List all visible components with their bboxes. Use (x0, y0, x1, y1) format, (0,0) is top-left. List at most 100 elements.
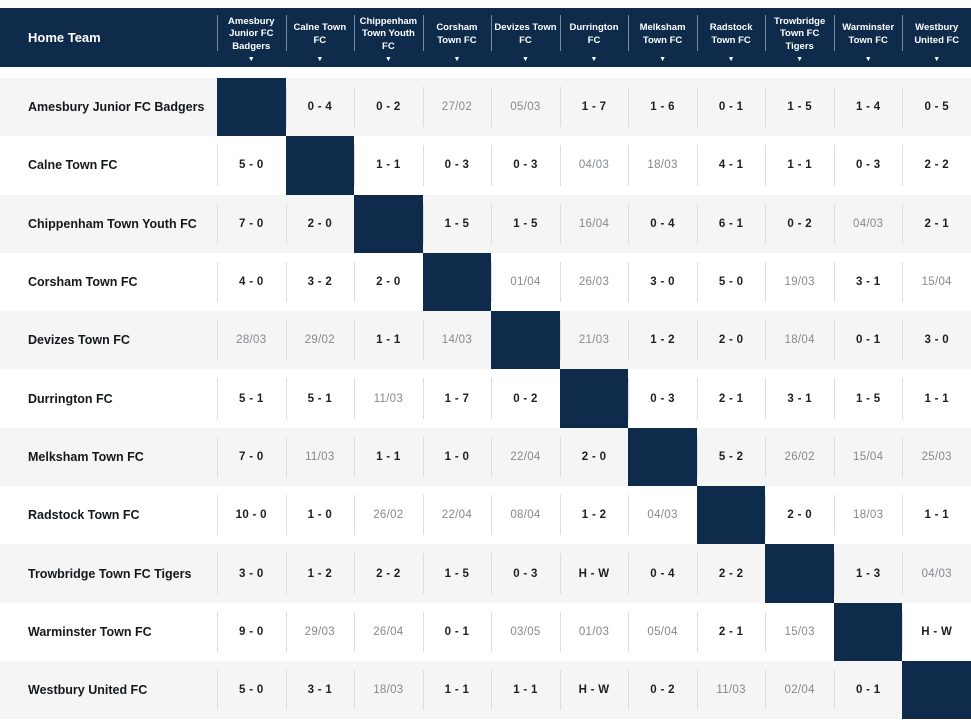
result-cell[interactable]: 5 - 0 (217, 661, 286, 719)
result-cell[interactable]: 2 - 2 (354, 544, 423, 602)
result-cell[interactable]: 0 - 1 (833, 661, 903, 719)
result-cell[interactable]: 2 - 0 (354, 253, 423, 311)
fixture-date-cell[interactable]: 26/02 (765, 428, 834, 486)
result-cell[interactable]: 1 - 1 (765, 136, 834, 194)
result-cell[interactable]: 1 - 1 (491, 661, 560, 719)
fixture-date-cell[interactable]: 15/04 (833, 428, 903, 486)
result-cell[interactable]: 1 - 1 (422, 661, 492, 719)
fixture-date-cell[interactable]: 11/03 (285, 428, 355, 486)
result-cell[interactable]: 0 - 2 (628, 661, 697, 719)
result-cell[interactable]: 1 - 5 (422, 195, 492, 253)
result-cell[interactable]: 0 - 1 (833, 311, 903, 369)
fixture-date-cell[interactable]: 16/04 (559, 195, 629, 253)
fixture-date-cell[interactable]: 11/03 (696, 661, 766, 719)
dropdown-arrow-icon[interactable]: ▼ (864, 56, 872, 63)
result-cell[interactable]: 1 - 7 (559, 78, 629, 136)
fixture-date-cell[interactable]: 03/05 (491, 603, 560, 661)
result-cell[interactable]: 2 - 0 (559, 428, 629, 486)
fixture-date-cell[interactable]: 25/03 (902, 428, 971, 486)
result-cell[interactable]: 1 - 2 (628, 311, 697, 369)
dropdown-arrow-icon[interactable]: ▼ (521, 56, 529, 63)
fixture-date-cell[interactable]: 28/03 (217, 311, 286, 369)
fixture-date-cell[interactable]: 26/03 (559, 253, 629, 311)
result-cell[interactable]: 0 - 3 (422, 136, 492, 194)
result-cell[interactable]: 3 - 0 (628, 253, 697, 311)
result-cell[interactable]: 0 - 4 (628, 195, 697, 253)
fixture-date-cell[interactable]: 05/03 (491, 78, 560, 136)
result-cell[interactable]: 0 - 1 (696, 78, 766, 136)
result-cell[interactable]: 2 - 2 (902, 136, 971, 194)
result-cell[interactable]: 1 - 5 (422, 544, 492, 602)
fixture-date-cell[interactable]: 18/03 (628, 136, 697, 194)
result-cell[interactable]: H - W (902, 603, 971, 661)
result-cell[interactable]: 4 - 1 (696, 136, 766, 194)
result-cell[interactable]: 0 - 3 (628, 369, 697, 427)
fixture-date-cell[interactable]: 05/04 (628, 603, 697, 661)
fixture-date-cell[interactable]: 18/03 (354, 661, 423, 719)
fixture-date-cell[interactable]: 11/03 (354, 369, 423, 427)
fixture-date-cell[interactable]: 26/02 (354, 486, 423, 544)
result-cell[interactable]: 0 - 1 (422, 603, 492, 661)
fixture-date-cell[interactable]: 04/03 (902, 544, 971, 602)
result-cell[interactable]: 1 - 4 (833, 78, 903, 136)
result-cell[interactable]: 7 - 0 (217, 428, 286, 486)
result-cell[interactable]: 0 - 2 (765, 195, 834, 253)
fixture-date-cell[interactable]: 29/02 (285, 311, 355, 369)
result-cell[interactable]: 2 - 1 (696, 369, 766, 427)
result-cell[interactable]: 2 - 1 (696, 603, 766, 661)
fixture-date-cell[interactable]: 29/03 (285, 603, 355, 661)
result-cell[interactable]: 5 - 1 (217, 369, 286, 427)
result-cell[interactable]: 1 - 5 (833, 369, 903, 427)
result-cell[interactable]: 2 - 2 (696, 544, 766, 602)
result-cell[interactable]: 2 - 0 (696, 311, 766, 369)
result-cell[interactable]: 1 - 1 (354, 311, 423, 369)
fixture-date-cell[interactable]: 21/03 (559, 311, 629, 369)
result-cell[interactable]: 3 - 1 (833, 253, 903, 311)
result-cell[interactable]: 9 - 0 (217, 603, 286, 661)
result-cell[interactable]: 0 - 4 (628, 544, 697, 602)
result-cell[interactable]: 5 - 0 (696, 253, 766, 311)
result-cell[interactable]: 1 - 5 (491, 195, 560, 253)
fixture-date-cell[interactable]: 08/04 (491, 486, 560, 544)
result-cell[interactable]: 3 - 2 (285, 253, 355, 311)
fixture-date-cell[interactable]: 22/04 (422, 486, 492, 544)
result-cell[interactable]: 1 - 1 (354, 136, 423, 194)
result-cell[interactable]: 1 - 1 (902, 486, 971, 544)
fixture-date-cell[interactable]: 26/04 (354, 603, 423, 661)
result-cell[interactable]: 0 - 4 (285, 78, 355, 136)
result-cell[interactable]: 0 - 2 (354, 78, 423, 136)
fixture-date-cell[interactable]: 18/04 (765, 311, 834, 369)
fixture-date-cell[interactable]: 15/04 (902, 253, 971, 311)
fixture-date-cell[interactable]: 27/02 (422, 78, 492, 136)
result-cell[interactable]: 1 - 6 (628, 78, 697, 136)
result-cell[interactable]: 0 - 5 (902, 78, 971, 136)
result-cell[interactable]: 1 - 1 (902, 369, 971, 427)
fixture-date-cell[interactable]: 15/03 (765, 603, 834, 661)
result-cell[interactable]: 1 - 3 (833, 544, 903, 602)
result-cell[interactable]: 2 - 0 (285, 195, 355, 253)
result-cell[interactable]: 1 - 2 (285, 544, 355, 602)
result-cell[interactable]: 3 - 1 (285, 661, 355, 719)
dropdown-arrow-icon[interactable]: ▼ (727, 56, 735, 63)
result-cell[interactable]: 2 - 1 (902, 195, 971, 253)
result-cell[interactable]: 1 - 7 (422, 369, 492, 427)
result-cell[interactable]: 5 - 0 (217, 136, 286, 194)
result-cell[interactable]: 0 - 3 (491, 136, 560, 194)
fixture-date-cell[interactable]: 04/03 (628, 486, 697, 544)
fixture-date-cell[interactable]: 01/03 (559, 603, 629, 661)
dropdown-arrow-icon[interactable]: ▼ (316, 56, 324, 63)
fixture-date-cell[interactable]: 04/03 (833, 195, 903, 253)
result-cell[interactable]: H - W (559, 544, 629, 602)
result-cell[interactable]: 7 - 0 (217, 195, 286, 253)
result-cell[interactable]: 1 - 0 (285, 486, 355, 544)
fixture-date-cell[interactable]: 19/03 (765, 253, 834, 311)
fixture-date-cell[interactable]: 14/03 (422, 311, 492, 369)
result-cell[interactable]: 2 - 0 (765, 486, 834, 544)
fixture-date-cell[interactable]: 01/04 (491, 253, 560, 311)
result-cell[interactable]: 3 - 1 (765, 369, 834, 427)
result-cell[interactable]: H - W (559, 661, 629, 719)
dropdown-arrow-icon[interactable]: ▼ (384, 56, 392, 63)
result-cell[interactable]: 3 - 0 (217, 544, 286, 602)
result-cell[interactable]: 5 - 1 (285, 369, 355, 427)
result-cell[interactable]: 0 - 3 (491, 544, 560, 602)
